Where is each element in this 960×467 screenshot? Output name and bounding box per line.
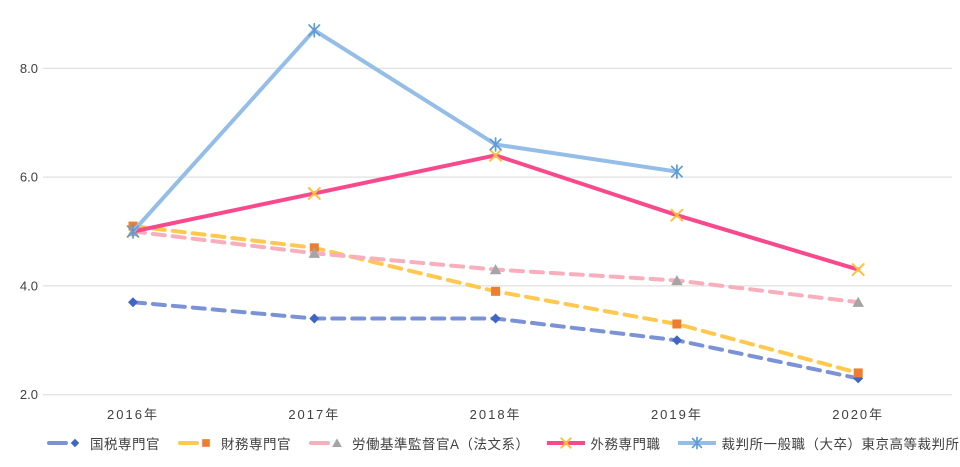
x-marker bbox=[559, 437, 572, 449]
asterisk-legend-key-icon bbox=[677, 436, 716, 450]
y-tick-label: 4.0 bbox=[20, 278, 38, 293]
x-tick-label: 2018年 bbox=[470, 407, 522, 422]
x-marker bbox=[670, 208, 684, 222]
x-tick-label: 2017年 bbox=[288, 407, 340, 422]
series-line bbox=[131, 153, 861, 272]
square-marker bbox=[672, 319, 682, 329]
asterisk-marker bbox=[308, 22, 321, 38]
square-legend-key-icon bbox=[178, 439, 210, 447]
x-tick-label: 2019年 bbox=[651, 407, 703, 422]
triangle-marker bbox=[332, 438, 342, 447]
triangle-marker bbox=[489, 264, 502, 275]
asterisk-marker bbox=[670, 164, 683, 180]
series-4 bbox=[126, 22, 683, 239]
legend-item-4: 裁判所一般職（大卒）東京高等裁判所 bbox=[677, 433, 960, 453]
legend-label: 裁判所一般職（大卒）東京高等裁判所 bbox=[721, 437, 960, 452]
x-marker bbox=[851, 263, 865, 277]
triangle-marker bbox=[671, 274, 683, 286]
square-marker bbox=[202, 439, 210, 447]
x-marker bbox=[489, 148, 503, 162]
triangle-marker bbox=[852, 296, 864, 307]
diamond-marker bbox=[671, 335, 682, 346]
series-line bbox=[131, 28, 679, 234]
legend-label: 財務専門官 bbox=[221, 437, 291, 452]
square-marker bbox=[491, 286, 501, 296]
series-line bbox=[131, 224, 861, 375]
diamond-marker bbox=[70, 438, 80, 448]
diamond-legend-key-icon bbox=[47, 438, 80, 448]
y-tick-label: 6.0 bbox=[20, 170, 38, 185]
x-legend-key-icon bbox=[546, 437, 585, 449]
legend-label: 労働基準監督官A（法文系） bbox=[352, 437, 530, 452]
x-marker bbox=[307, 186, 321, 200]
plot-area: 2.0 4.0 6.0 8.0 2016年 2017年 2018年 2019年 2020年 bbox=[20, 22, 952, 422]
diamond-marker bbox=[490, 313, 501, 324]
legend-item-1: 財務専門官 bbox=[177, 433, 291, 453]
asterisk-marker bbox=[126, 224, 140, 239]
x-tick-label: 2020年 bbox=[832, 407, 884, 422]
diamond-marker bbox=[309, 313, 320, 324]
legend-label: 外務専門職 bbox=[590, 437, 661, 452]
series-3 bbox=[126, 148, 865, 277]
x-tick-label: 2016年 bbox=[107, 407, 159, 422]
square-marker bbox=[853, 368, 863, 378]
chart-legend: 国税専門官 財務専門官 労働基準監督官A（法文系） 外務専門職 裁判所一般職（大卒）東京… bbox=[46, 433, 959, 453]
triangle-legend-key-icon bbox=[309, 438, 342, 447]
series-0 bbox=[128, 297, 864, 384]
legend-item-2: 労働基準監督官A（法文系） bbox=[308, 433, 530, 453]
diamond-marker bbox=[128, 297, 138, 308]
legend-item-3: 外務専門職 bbox=[546, 433, 661, 453]
asterisk-marker bbox=[691, 436, 702, 450]
asterisk-marker bbox=[489, 137, 502, 152]
legend-item-0: 国税専門官 bbox=[46, 433, 160, 453]
legend-label: 国税専門官 bbox=[90, 437, 160, 452]
y-tick-label: 8.0 bbox=[20, 61, 38, 76]
y-tick-label: 2.0 bbox=[20, 387, 38, 402]
triangle-marker bbox=[308, 247, 321, 258]
